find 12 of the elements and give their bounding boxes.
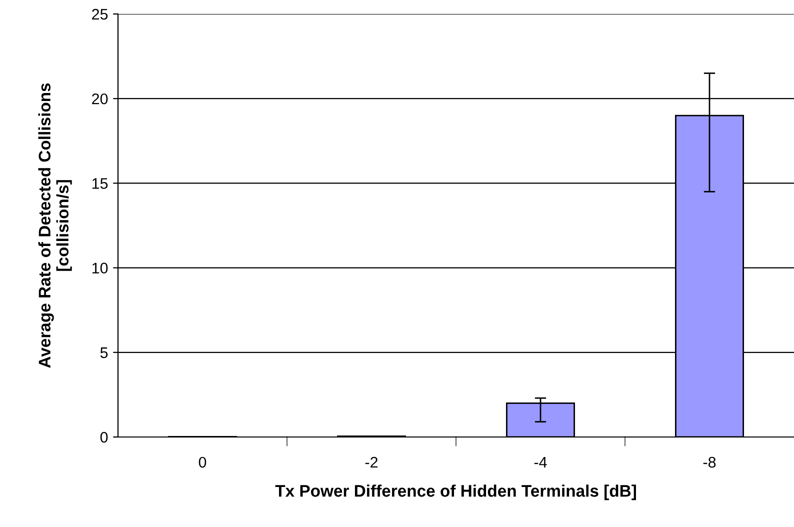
y-axis-title: Average Rate of Detected Collisions [collision/s]: [38, 83, 72, 368]
x-tick-label: -8: [703, 456, 716, 468]
y-tick-label: 25: [92, 8, 108, 20]
y-tick-label: 5: [100, 347, 108, 358]
x-tick-label: -2: [365, 456, 378, 468]
y-tick-label: 20: [92, 93, 108, 104]
y-tick-label: 10: [92, 262, 108, 274]
y-tick-label: 0: [100, 432, 108, 443]
y-tick-label: 15: [92, 178, 108, 189]
x-tick-label: 0: [198, 456, 206, 468]
x-tick-label: -4: [534, 457, 547, 468]
x-axis-title: Tx Power Difference of Hidden Terminals [dB]: [275, 484, 636, 500]
